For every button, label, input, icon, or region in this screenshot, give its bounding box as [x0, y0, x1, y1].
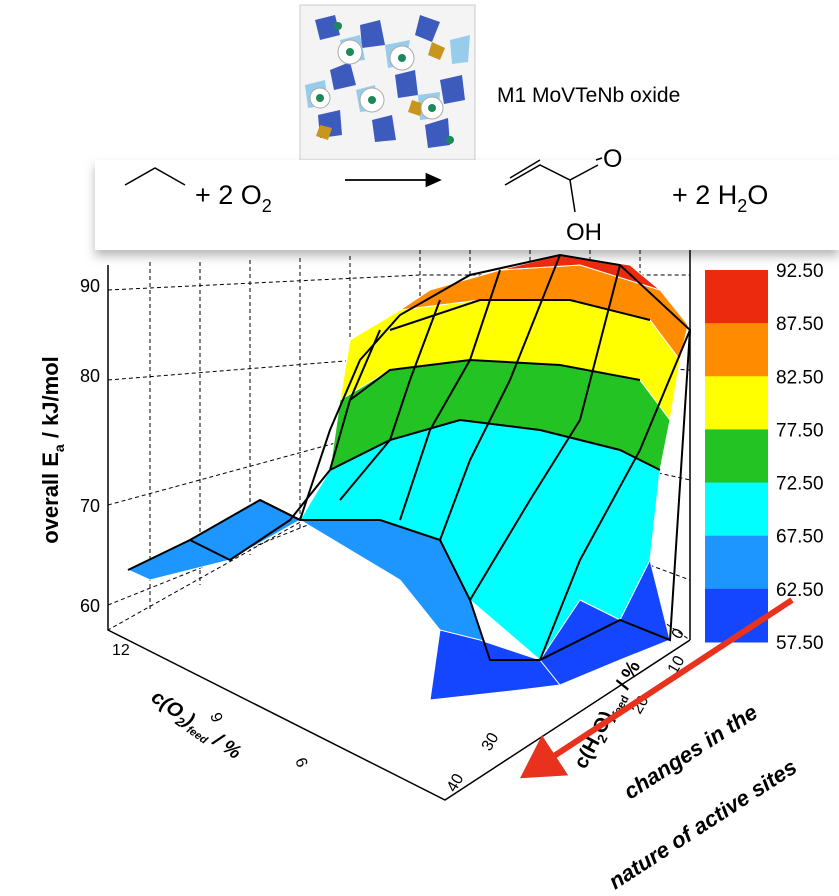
h2o-tick-label: 30 — [479, 730, 503, 754]
colorbar: 92.50 87.50 82.50 77.50 72.50 67.50 62.50 57.50 — [705, 261, 824, 654]
z-tick-label: 70 — [80, 496, 100, 516]
colorbar-band — [705, 270, 768, 324]
hydroxyl: OH — [566, 219, 602, 246]
z-tick-label: 80 — [80, 366, 100, 386]
colorbar-label: 77.50 — [776, 420, 824, 441]
colorbar-label: 67.50 — [776, 527, 824, 548]
o2-tick-label: 6 — [291, 756, 310, 770]
figure: M1 MoVTeNb oxide + 2 O2 O OH + 2 H2O 92.… — [0, 0, 839, 896]
reactant-subscript: 2 — [262, 196, 272, 216]
z-tick-label: 60 — [80, 596, 100, 616]
h2o-tick-label: 40 — [444, 771, 468, 795]
byproduct-subscript: 2 — [737, 196, 747, 216]
colorbar-band — [705, 323, 768, 377]
o2-label-suffix: / % — [204, 726, 245, 764]
colorbar-label: 92.50 — [776, 261, 824, 282]
z-axis-label: overall Ea / kJ/mol — [38, 356, 67, 544]
z-label-text: overall E — [38, 452, 63, 544]
reactant-text: + 2 O — [195, 180, 262, 210]
z-label-suffix: / kJ/mol — [38, 356, 63, 444]
catalyst-label: M1 MoVTeNb oxide — [497, 84, 680, 107]
o2-tick-label: 12 — [112, 642, 130, 659]
z-label-subscript: a — [51, 444, 67, 452]
z-tick-label: 90 — [80, 276, 100, 296]
h2o-label-suffix: / % — [610, 657, 646, 698]
colorbar-label: 72.50 — [776, 474, 824, 495]
surface — [128, 255, 688, 700]
o2-axis-label: c(O2)feed / % — [145, 686, 245, 766]
colorbar-band — [705, 536, 768, 590]
colorbar-label: 87.50 — [776, 314, 824, 335]
colorbar-label: 82.50 — [776, 367, 824, 388]
colorbar-band — [705, 376, 768, 430]
colorbar-band — [705, 429, 768, 483]
crystal-structure — [300, 5, 475, 160]
colorbar-band — [705, 483, 768, 537]
colorbar-label: 57.50 — [776, 633, 824, 654]
z-ticks: 90 80 70 60 — [80, 276, 100, 616]
h2o-tick-label: 0 — [669, 626, 688, 642]
colorbar-label: 62.50 — [776, 580, 824, 601]
carbonyl-o: O — [603, 145, 622, 173]
o2-tick-label: 9 — [206, 711, 225, 725]
byproduct-text: + 2 H — [672, 180, 737, 210]
byproduct-suffix: O — [747, 180, 768, 210]
o2-ticks: 12 9 6 — [112, 642, 310, 770]
